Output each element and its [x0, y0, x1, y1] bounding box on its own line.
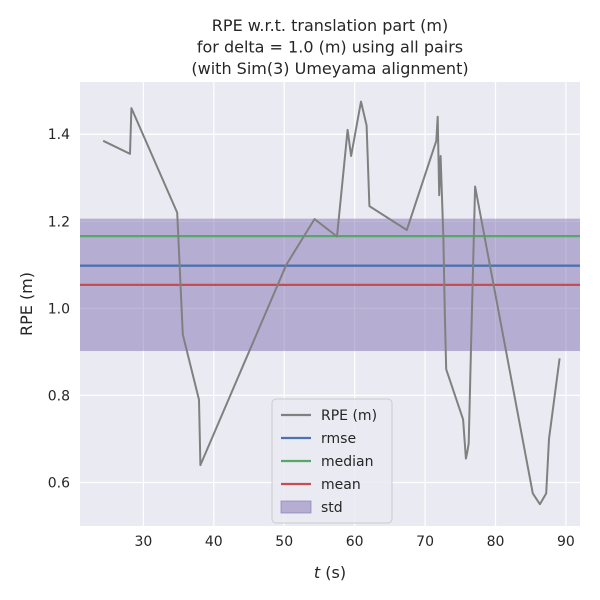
x-tick-label: 90	[557, 534, 575, 550]
x-tick-label: 50	[275, 534, 293, 550]
y-tick-label: 1.0	[48, 301, 70, 317]
y-tick-label: 1.4	[48, 127, 70, 143]
chart-title-line: (with Sim(3) Umeyama alignment)	[191, 59, 468, 78]
x-axis-label: t (s)	[314, 563, 346, 582]
legend-label: std	[321, 500, 343, 516]
legend-label: RPE (m)	[321, 408, 377, 424]
legend-label: rmse	[321, 431, 356, 447]
x-tick-label: 70	[416, 534, 434, 550]
chart-title-line: for delta = 1.0 (m) using all pairs	[197, 38, 463, 57]
legend-swatch-std	[280, 500, 312, 514]
x-axis-label-var: t	[314, 563, 321, 582]
x-tick-label: 60	[346, 534, 364, 550]
plot-series-group	[80, 100, 580, 506]
y-tick-label: 1.2	[48, 214, 70, 230]
y-axis-label: RPE (m)	[17, 272, 36, 336]
x-tick-label: 80	[487, 534, 505, 550]
legend-label: mean	[321, 477, 361, 493]
x-axis-label-unit: (s)	[320, 563, 346, 582]
x-tick-label: 30	[134, 534, 152, 550]
rpe-series-line	[102, 100, 561, 506]
legend-label: median	[321, 454, 373, 470]
x-tick-label: 40	[205, 534, 223, 550]
y-tick-label: 0.6	[48, 475, 70, 491]
legend-box	[271, 398, 393, 524]
y-tick-label: 0.8	[48, 388, 70, 404]
chart-title-line: RPE w.r.t. translation part (m)	[212, 16, 448, 35]
